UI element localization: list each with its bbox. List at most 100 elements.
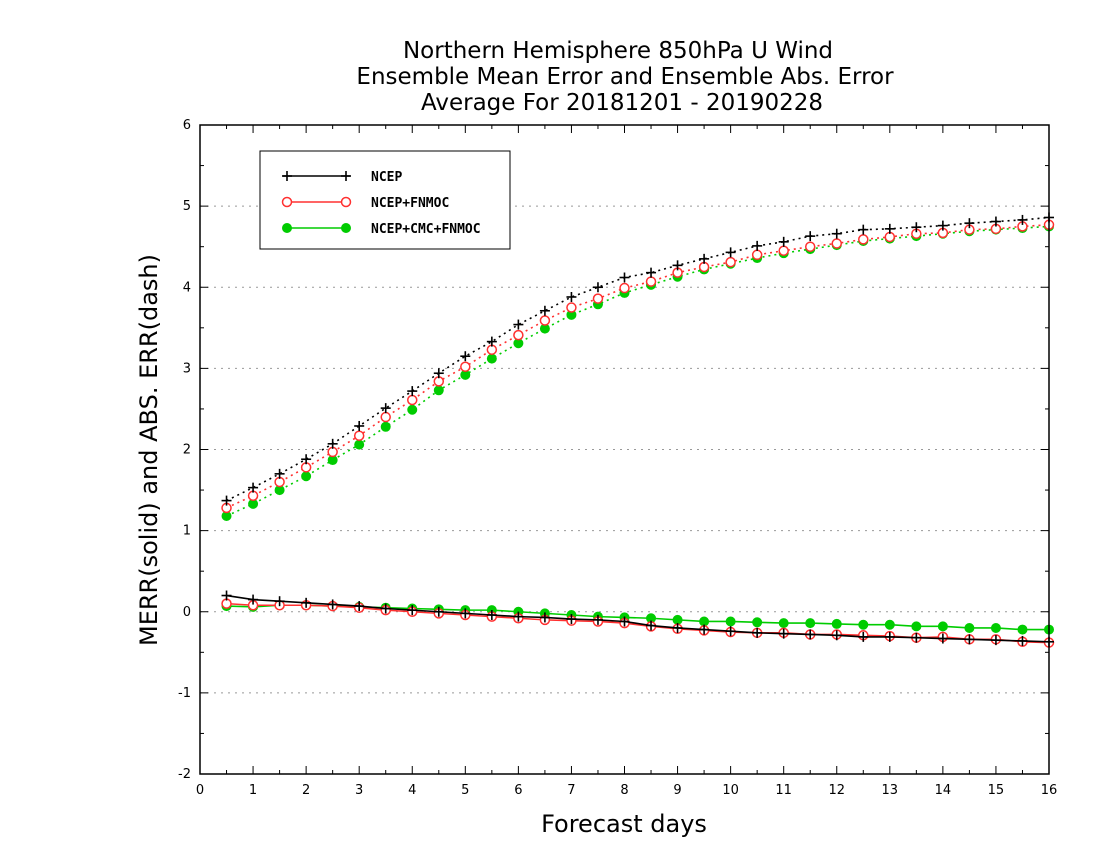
legend-entry: NCEP bbox=[282, 170, 402, 185]
series-ncep bbox=[221, 212, 1054, 647]
abs-err-point bbox=[380, 403, 391, 414]
abs-err-point bbox=[433, 385, 444, 396]
abs-err-point bbox=[486, 336, 497, 347]
merr-point bbox=[725, 616, 736, 627]
merr-point bbox=[990, 622, 1001, 633]
x-tick-label: 10 bbox=[722, 783, 739, 798]
series-layer bbox=[221, 212, 1055, 648]
merr-point bbox=[619, 616, 630, 627]
abs-err-point bbox=[274, 468, 285, 479]
merr-point bbox=[752, 617, 763, 628]
legend-swatch-marker bbox=[282, 171, 292, 181]
legend-box bbox=[259, 150, 511, 250]
merr-point bbox=[911, 621, 922, 632]
merr-point bbox=[301, 597, 312, 608]
abs-err-point bbox=[460, 351, 471, 362]
abs-err-point bbox=[646, 267, 657, 278]
chart-title: Northern Hemisphere 850hPa U Wind Ensemb… bbox=[356, 38, 894, 116]
x-tick-label: 1 bbox=[249, 783, 257, 798]
merr-point bbox=[460, 608, 471, 619]
merr-point bbox=[646, 620, 657, 631]
abs-err-point bbox=[592, 293, 604, 304]
abs-err-point bbox=[884, 223, 895, 234]
abs-err-point bbox=[327, 438, 338, 449]
x-tick-label: 5 bbox=[461, 783, 469, 798]
merr-point bbox=[248, 594, 259, 605]
y-axis: -2 -1 0 1 2 3 4 5 6 bbox=[178, 118, 1049, 782]
abs-err-point bbox=[433, 368, 444, 379]
legend-label: NCEP+CMC+FNMOC bbox=[371, 222, 481, 237]
abs-err-point bbox=[725, 256, 736, 268]
abs-err-point bbox=[301, 471, 312, 482]
merr-point bbox=[778, 628, 789, 639]
abs-err-point bbox=[645, 276, 657, 287]
y-tick-label: 2 bbox=[183, 443, 191, 458]
title-line-1: Northern Hemisphere 850hPa U Wind bbox=[403, 38, 833, 64]
merr-point bbox=[327, 599, 338, 610]
abs-err-line bbox=[226, 223, 1050, 509]
x-tick-label: 6 bbox=[514, 783, 522, 798]
abs-err-point bbox=[248, 482, 259, 493]
series-ncep-cmc-fnmoc bbox=[221, 221, 1054, 635]
x-axis-label: Forecast days bbox=[541, 810, 707, 838]
merr-point bbox=[884, 619, 895, 630]
abs-err-point bbox=[354, 439, 365, 450]
x-tick-label: 15 bbox=[988, 783, 1005, 798]
merr-point bbox=[831, 630, 842, 641]
merr-point bbox=[1017, 624, 1028, 635]
merr-point bbox=[221, 590, 232, 601]
merr-point bbox=[805, 618, 816, 629]
legend-swatch-marker bbox=[340, 196, 352, 208]
x-tick-label: 4 bbox=[408, 783, 416, 798]
x-tick-label: 0 bbox=[196, 783, 204, 798]
x-tick-label: 11 bbox=[775, 783, 792, 798]
merr-point bbox=[380, 603, 391, 614]
legend: NCEP NCEP+FNMOC NCEP+CMC+FNMOC bbox=[259, 150, 511, 250]
abs-err-point bbox=[778, 245, 789, 256]
x-tick-label: 2 bbox=[302, 783, 310, 798]
merr-point bbox=[858, 619, 869, 630]
abs-err-point bbox=[990, 216, 1001, 227]
abs-err-point bbox=[831, 228, 842, 239]
abs-err-point bbox=[858, 224, 869, 235]
title-line-3: Average For 20181201 - 20190228 bbox=[421, 90, 823, 116]
legend-entry: NCEP+FNMOC bbox=[281, 196, 449, 211]
abs-err-line bbox=[226, 225, 1050, 517]
y-tick-label: -1 bbox=[178, 686, 191, 701]
merr-point bbox=[858, 631, 869, 642]
y-tick-label: 5 bbox=[183, 199, 191, 214]
merr-point bbox=[725, 626, 736, 637]
title-line-2: Ensemble Mean Error and Ensemble Abs. Er… bbox=[356, 64, 894, 90]
abs-err-point bbox=[407, 386, 418, 397]
merr-line bbox=[226, 594, 1050, 643]
merr-point bbox=[433, 606, 444, 617]
merr-point bbox=[274, 596, 285, 607]
abs-err-point bbox=[407, 404, 418, 415]
abs-err-point bbox=[513, 329, 524, 341]
merr-point bbox=[486, 609, 497, 620]
x-tick-label: 7 bbox=[567, 783, 575, 798]
y-tick-label: -2 bbox=[178, 767, 191, 782]
x-axis: 0 1 2 3 4 5 6 7 8 9 10 11 12 13 14 15 16 bbox=[196, 125, 1057, 798]
abs-err-point bbox=[460, 361, 471, 373]
merr-line bbox=[226, 604, 1049, 631]
x-tick-label: 8 bbox=[620, 783, 628, 798]
abs-err-point bbox=[354, 420, 365, 431]
abs-err-point bbox=[672, 260, 683, 271]
merr-point bbox=[911, 632, 922, 643]
merr-point bbox=[592, 614, 603, 625]
merr-point bbox=[937, 633, 948, 644]
merr-point bbox=[699, 624, 710, 635]
legend-entry: NCEP+CMC+FNMOC bbox=[282, 222, 481, 237]
merr-point bbox=[513, 611, 524, 622]
abs-err-point bbox=[804, 241, 816, 252]
y-tick-label: 0 bbox=[183, 605, 191, 620]
abs-err-point bbox=[699, 253, 710, 264]
abs-err-line bbox=[226, 216, 1050, 502]
abs-err-point bbox=[619, 272, 630, 283]
y-tick-label: 4 bbox=[183, 280, 191, 295]
abs-err-point bbox=[380, 411, 391, 423]
abs-err-point bbox=[566, 302, 577, 313]
merr-point bbox=[407, 605, 418, 616]
